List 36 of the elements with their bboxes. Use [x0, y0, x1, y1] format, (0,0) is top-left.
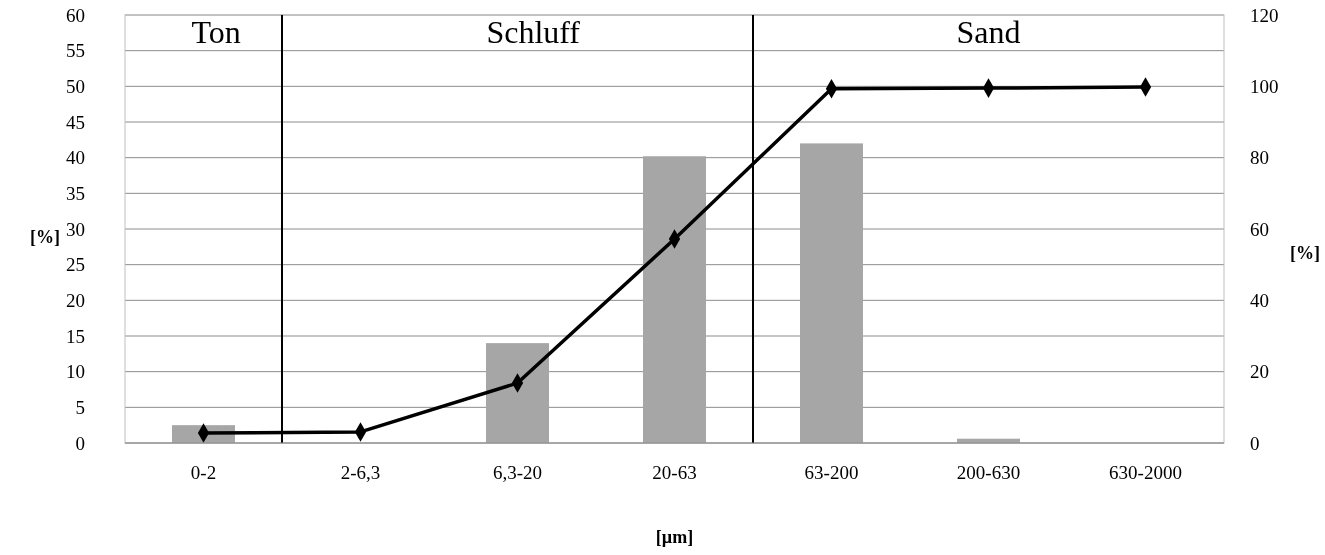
annotation: Sand	[956, 14, 1021, 50]
x-tick-label: 2-6,3	[340, 461, 381, 483]
x-tick-label: 0-2	[190, 461, 217, 483]
y-tick-label: 0	[75, 432, 85, 454]
annotation: Ton	[191, 14, 241, 50]
y-tick-label: 60	[66, 4, 85, 26]
y2-tick-label: 100	[1250, 75, 1279, 97]
y2-axis-title: [%]	[1290, 243, 1320, 263]
x-tick-label: 63-200	[804, 461, 859, 483]
y2-tick-label: 80	[1250, 147, 1269, 169]
y-tick-label: 35	[66, 182, 85, 204]
x-tick-label: 630-2000	[1109, 461, 1182, 483]
x-tick-label: 20-63	[652, 461, 697, 483]
y-tick-label: 50	[66, 75, 85, 97]
y2-tick-label: 120	[1250, 4, 1279, 26]
bar	[643, 156, 706, 443]
y2-tick-label: 0	[1250, 432, 1260, 454]
annotation: Schluff	[486, 14, 581, 50]
x-tick-label: 200-630	[956, 461, 1021, 483]
y2-tick-label: 40	[1250, 289, 1269, 311]
y-tick-label: 40	[66, 147, 85, 169]
x-tick-label: 6,3-20	[492, 461, 543, 483]
y2-tick-label: 60	[1250, 218, 1269, 240]
y-axis-title: [%]	[30, 227, 60, 247]
y-tick-label: 20	[66, 289, 85, 311]
bar	[800, 143, 863, 443]
y-tick-label: 5	[75, 396, 85, 418]
bar	[486, 343, 549, 443]
x-axis-title: [µm]	[655, 527, 694, 547]
y-tick-label: 15	[66, 325, 85, 347]
y-tick-label: 30	[66, 218, 85, 240]
y-tick-label: 45	[66, 111, 85, 133]
y-tick-label: 55	[66, 40, 85, 62]
y-tick-label: 10	[66, 361, 85, 383]
y2-tick-label: 20	[1250, 361, 1269, 383]
y-tick-label: 25	[66, 254, 85, 276]
